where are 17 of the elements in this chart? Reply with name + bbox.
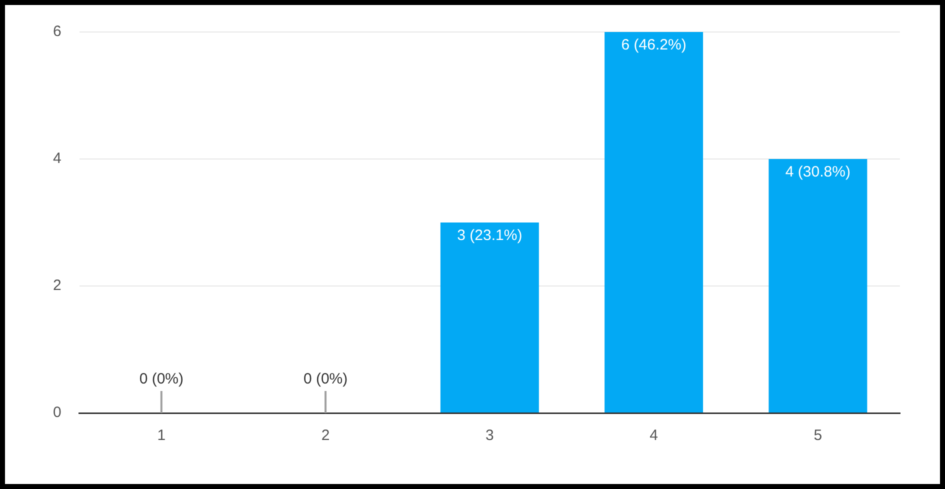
data-label: 0 (0%) [303,370,348,388]
y-tick-label: 2 [53,277,62,294]
x-tick-label: 3 [486,427,494,444]
data-label: 0 (0%) [139,370,184,388]
x-tick-label: 2 [321,427,330,444]
bar [440,222,539,412]
x-tick-label: 4 [650,427,658,444]
data-label: 4 (30.8%) [785,164,850,181]
y-tick-label: 6 [53,23,62,40]
data-label: 3 (23.1%) [457,227,522,244]
x-tick-label: 1 [157,427,166,444]
bar [768,159,868,412]
x-tick-label: 5 [814,427,822,444]
y-tick-label: 0 [53,404,62,422]
bar [604,32,704,412]
y-tick-label: 4 [53,150,62,168]
data-label: 6 (46.2%) [621,36,686,54]
